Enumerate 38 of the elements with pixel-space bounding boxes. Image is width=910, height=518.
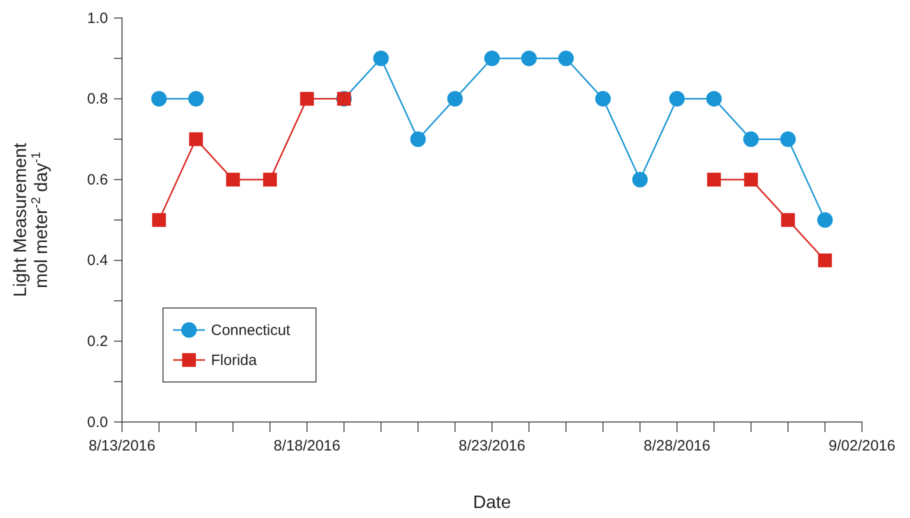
point [410, 131, 426, 147]
point [707, 172, 721, 186]
x-tick-label: 8/23/2016 [458, 438, 526, 455]
legend-label: Florida [211, 352, 258, 369]
x-axis-title: Date [472, 492, 512, 512]
point [632, 172, 648, 188]
point [484, 50, 500, 66]
point [189, 132, 203, 146]
point [151, 91, 167, 107]
y-tick-label: 0.8 [87, 90, 108, 108]
point [521, 50, 537, 66]
point [744, 172, 758, 186]
point [817, 212, 833, 228]
y-tick-label: 0.6 [87, 171, 108, 188]
point [706, 91, 722, 107]
point [818, 254, 832, 268]
point [373, 50, 389, 66]
x-tick-label: 8/13/2016 [88, 438, 156, 455]
point [300, 92, 314, 106]
x-tick-label: 9/02/2016 [828, 438, 896, 455]
point [595, 91, 611, 107]
point [226, 172, 240, 186]
x-tick-label: 8/18/2016 [274, 438, 340, 455]
point [781, 213, 795, 227]
y-tick-label: 0.2 [87, 333, 108, 350]
point [152, 213, 166, 227]
point [447, 91, 463, 107]
x-tick-label: 8/28/2016 [644, 438, 710, 455]
point [743, 131, 759, 147]
legend-label: Connecticut [211, 322, 292, 339]
point [188, 91, 204, 107]
point [669, 91, 685, 107]
y-tick-label: 0.0 [87, 414, 108, 431]
point [263, 172, 277, 186]
y-tick-label: 0.4 [87, 252, 108, 270]
y-tick-label: 1.0 [87, 10, 108, 27]
point [558, 50, 574, 66]
point [780, 131, 796, 147]
